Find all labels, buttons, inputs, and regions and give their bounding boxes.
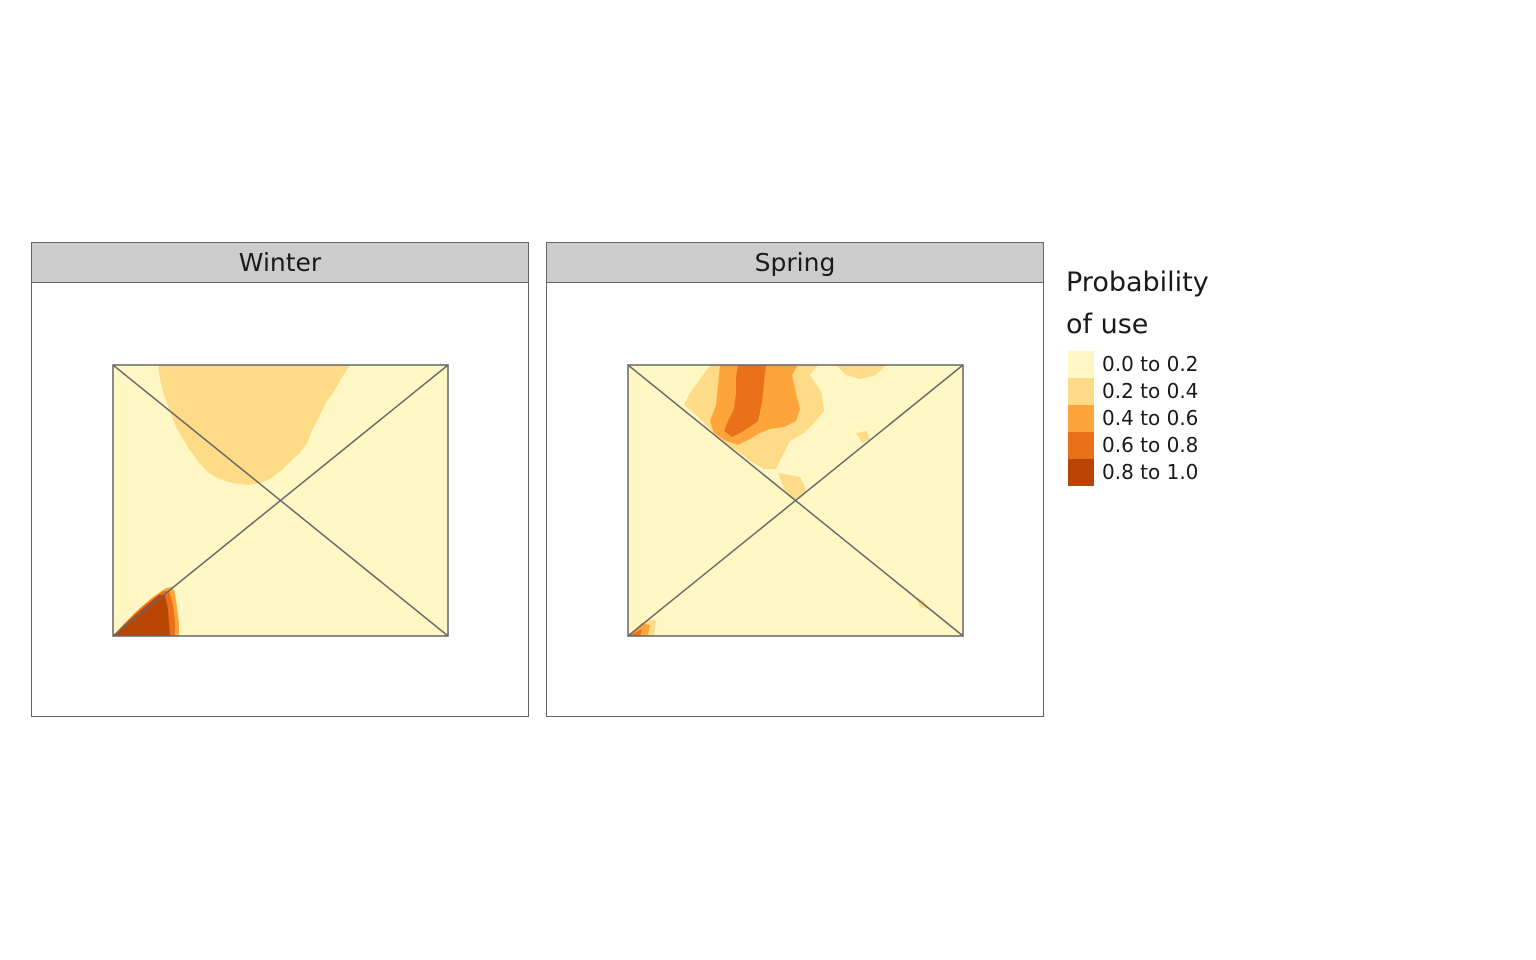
raster-zone-0.2-0.4-east [856, 431, 870, 443]
raster-zone-0.4-0.6-southwest [628, 623, 650, 636]
raster-zone-0.2-0.4-top-right [836, 365, 886, 379]
facet-panel-winter: Winter [31, 242, 529, 717]
raster-zone-0.2-0.4 [158, 365, 350, 485]
legend-label: 0.0 to 0.2 [1102, 352, 1199, 376]
raster-zone-0.6-0.8-southwest [628, 629, 642, 636]
legend-label: 0.8 to 1.0 [1102, 460, 1199, 484]
legend-title-line: Probability [1066, 267, 1209, 298]
legend-title-line: of use [1066, 309, 1149, 340]
facet-label: Spring [754, 248, 836, 277]
facet-panel-spring: Spring [546, 242, 1044, 717]
extent-diagonal [627, 364, 964, 637]
legend-title: Probability of use [1066, 262, 1266, 346]
raster-zone-0.6-0.8 [724, 365, 766, 437]
legend-item: 0.0 to 0.2 [1066, 351, 1266, 378]
extent-diagonal [112, 364, 449, 637]
legend-label: 0.4 to 0.6 [1102, 406, 1199, 430]
facet-label: Winter [238, 248, 322, 277]
legend-item: 0.4 to 0.6 [1066, 405, 1266, 432]
legend-item: 0.8 to 1.0 [1066, 459, 1266, 486]
raster-map-winter [112, 364, 449, 637]
legend-label: 0.6 to 0.8 [1102, 433, 1199, 457]
legend-swatch [1068, 351, 1094, 378]
legend-items: 0.0 to 0.2 0.2 to 0.4 0.4 to 0.6 0.6 to … [1066, 351, 1266, 486]
map-extent-box [112, 364, 449, 637]
legend-label: 0.2 to 0.4 [1102, 379, 1199, 403]
raster-zone-0.2-0.4-north-center [778, 473, 806, 499]
facet-strip-winter: Winter [32, 243, 528, 283]
legend: Probability of use 0.0 to 0.2 0.2 to 0.4… [1066, 262, 1266, 486]
legend-item: 0.6 to 0.8 [1066, 432, 1266, 459]
legend-swatch [1068, 459, 1094, 486]
legend-swatch [1068, 432, 1094, 459]
raster-zone-0.8-1.0 [113, 595, 170, 636]
legend-item: 0.2 to 0.4 [1066, 378, 1266, 405]
legend-swatch [1068, 405, 1094, 432]
map-extent-box [627, 364, 964, 637]
raster-map-spring [627, 364, 964, 637]
facet-strip-spring: Spring [547, 243, 1043, 283]
legend-swatch [1068, 378, 1094, 405]
